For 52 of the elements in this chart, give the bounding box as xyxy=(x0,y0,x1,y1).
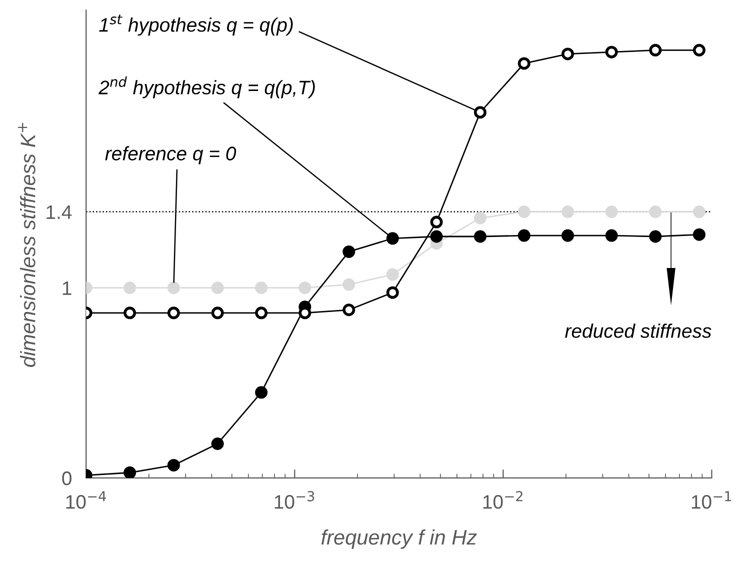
point xyxy=(518,206,530,218)
point xyxy=(692,228,706,241)
point xyxy=(255,282,268,294)
text: 2$^{nd}$ hypothesis q = q(p,T) xyxy=(98,76,315,98)
y-tick-label: 1.4 xyxy=(46,205,72,219)
point xyxy=(255,306,268,320)
point xyxy=(124,282,136,294)
point xyxy=(561,229,574,242)
point xyxy=(605,46,618,58)
point xyxy=(167,282,180,294)
x-tick-label: 10$^{−3}$ xyxy=(274,491,314,509)
point xyxy=(561,206,574,218)
point xyxy=(211,306,224,320)
y-tick-label: 0 xyxy=(62,471,72,486)
point xyxy=(386,268,399,281)
point xyxy=(605,206,618,218)
point xyxy=(649,230,662,243)
point xyxy=(692,206,706,218)
point xyxy=(342,304,356,316)
point xyxy=(430,230,443,243)
point xyxy=(298,282,312,294)
point xyxy=(649,44,662,56)
point xyxy=(124,306,136,320)
y-axis-title: dimensionless stiffness K$^{+}$ xyxy=(18,122,36,367)
point xyxy=(386,232,399,245)
point xyxy=(124,466,136,478)
point xyxy=(692,44,706,56)
text: 1$^{st}$ hypothesis q = q(p) xyxy=(99,14,293,36)
point xyxy=(255,386,268,399)
point xyxy=(474,212,486,224)
point xyxy=(167,306,180,320)
point xyxy=(649,206,662,218)
point xyxy=(430,216,443,228)
point xyxy=(342,278,356,291)
point xyxy=(211,282,224,294)
x-tick-label: 10$^{−4}$ xyxy=(66,491,106,509)
point xyxy=(561,48,574,60)
point xyxy=(605,229,618,242)
annotation: reduced stiffness xyxy=(565,324,712,338)
point xyxy=(211,437,224,450)
x-tick-label: 10$^{−2}$ xyxy=(483,491,522,509)
point xyxy=(518,229,530,242)
x-tick-label: 10$^{−1}$ xyxy=(692,491,732,509)
point xyxy=(167,458,180,472)
point xyxy=(474,106,486,119)
point xyxy=(386,286,399,299)
point xyxy=(474,230,486,243)
text: reference q = 0 xyxy=(105,146,236,164)
y-tick-label: 1 xyxy=(62,282,72,295)
point xyxy=(342,245,356,258)
x-axis-title: frequency f in Hz xyxy=(321,529,477,549)
point xyxy=(518,57,530,70)
